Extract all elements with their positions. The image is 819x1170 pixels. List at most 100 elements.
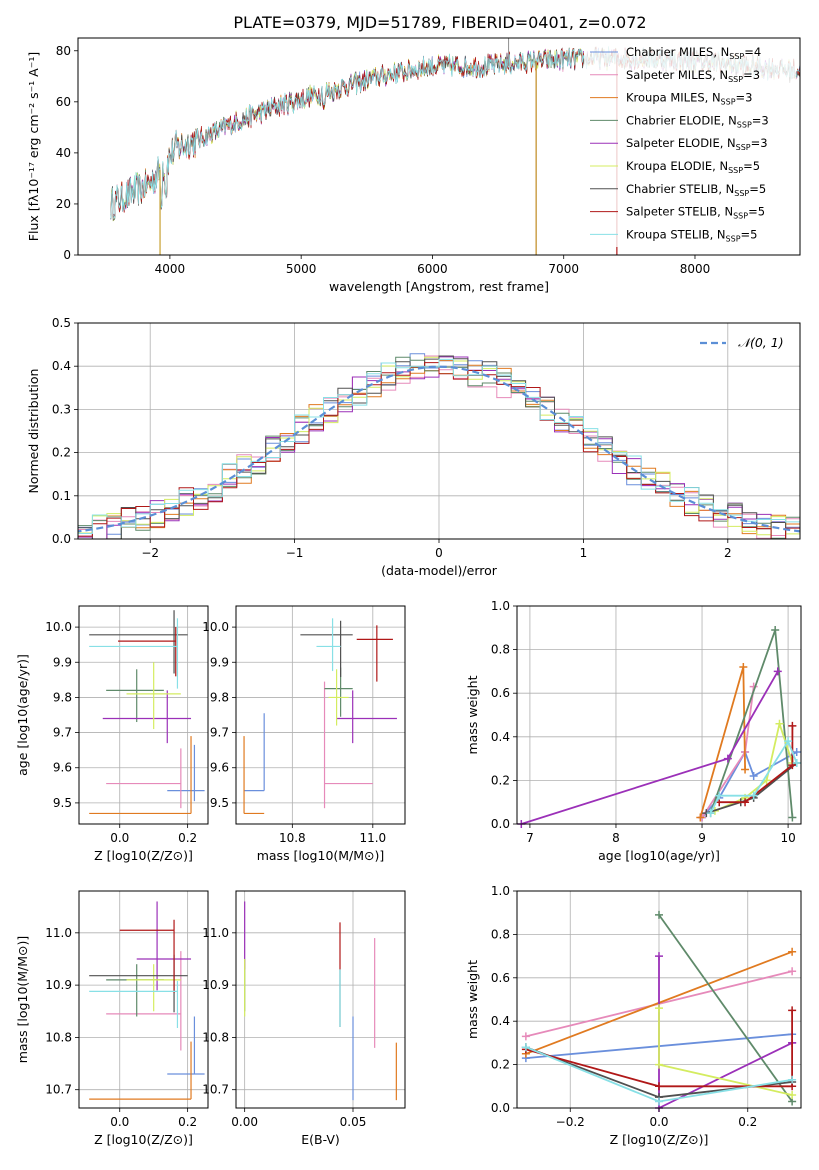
legend-subscript: SSP (734, 189, 749, 198)
y-tick-label: 9.5 (53, 796, 72, 810)
y-axis-label: mass weight (465, 675, 480, 754)
y-tick-label: 0.1 (52, 489, 71, 503)
y-tick-label: 11.0 (45, 926, 72, 940)
weight-line-salpeter-stelib (719, 725, 794, 804)
legend-subscript: SSP (728, 75, 743, 84)
plot-frame (78, 605, 209, 825)
y-tick-label: 0.6 (491, 971, 510, 985)
weight-marker (739, 663, 748, 672)
histogram-salpeter-stelib (78, 362, 800, 539)
x-tick-label: 2 (724, 546, 732, 560)
figure-title: PLATE=0379, MJD=51789, FIBERID=0401, z=0… (233, 13, 646, 32)
y-tick-label: 10.0 (45, 620, 72, 634)
weight-marker (792, 748, 801, 757)
y-tick-label: 80 (56, 44, 71, 58)
residuals-panel: −2 −1 0 1 2 0.0 0.1 0.2 0.3 0.4 0.5 (data-model)/er… (26, 316, 801, 578)
legend-subscript: SSP (733, 212, 748, 221)
y-tick-label: 0.2 (52, 446, 71, 460)
y-tick-label: 0.0 (491, 817, 510, 831)
weight-marker (749, 772, 758, 781)
weight-marker (655, 952, 663, 961)
normal-reference-curve (78, 365, 800, 533)
y-tick-label: 9.9 (53, 655, 72, 669)
massweight_vs_age-panel: 7 8 9 10 0.0 0.2 0.4 0.6 0.8 1.0 age [log10(age/yr… (465, 599, 802, 863)
histogram-kroupa-stelib (78, 358, 800, 534)
y-tick-label: 0.0 (52, 532, 71, 546)
y-tick-label: 10.7 (45, 1083, 72, 1097)
y-tick-label: 0.2 (491, 1058, 510, 1072)
x-tick-label: 7 (526, 831, 534, 845)
legend-entry: Salpeter ELODIE, NSSP=3 (626, 136, 768, 152)
plot-frame (235, 890, 406, 1109)
legend-subscript: SSP (726, 234, 741, 243)
weight-marker (749, 791, 758, 800)
weight-marker (706, 809, 715, 818)
legend-subscript: SSP (728, 166, 743, 175)
legend-count: =5 (749, 182, 766, 196)
weight-marker (741, 765, 750, 774)
legend-count: =3 (752, 113, 769, 127)
y-tick-label: 0.8 (491, 927, 510, 941)
weight-marker (521, 1043, 530, 1052)
y-tick-label: 60 (56, 95, 71, 109)
x-tick-label: 9 (698, 831, 706, 845)
weight-marker (788, 761, 797, 770)
legend-count: =3 (751, 136, 768, 150)
x-tick-label: 4000 (155, 262, 186, 276)
massweight_vs_Z-panel: −0.2 0.0 0.2 0.0 0.2 0.4 0.6 0.8 1.0 Z [log10(Z/Z… (465, 884, 802, 1147)
x-axis-label: (data-model)/error (381, 563, 498, 578)
weight-marker (788, 721, 797, 730)
y-tick-label: 0.3 (52, 402, 71, 416)
x-axis-label: Z [log10(Z/Z⊙)] (610, 1132, 709, 1147)
x-tick-label: 0 (435, 546, 443, 560)
x-tick-label: 0.0 (110, 831, 129, 845)
legend-subscript: SSP (737, 120, 752, 129)
weight-marker (792, 758, 801, 767)
y-tick-label: 0 (63, 248, 71, 262)
age_vs_Z-panel: 0.0 0.2 9.5 9.6 9.7 9.8 9.9 10.0 Z [log10(Z/Z⊙)]… (15, 605, 209, 863)
x-tick-label: 10.8 (279, 831, 306, 845)
y-tick-label: 9.6 (53, 761, 72, 775)
weight-marker (715, 791, 724, 800)
y-tick-label: 0.0 (491, 1101, 510, 1115)
x-axis-label: mass [log10(M/M⊙)] (257, 848, 385, 863)
x-tick-label: 0.0 (110, 1115, 129, 1129)
x-tick-label: 7000 (548, 262, 579, 276)
weight-marker (784, 737, 793, 746)
legend-entry: Salpeter STELIB, NSSP=5 (626, 205, 765, 221)
y-tick-label: 0.6 (491, 686, 510, 700)
x-tick-label: −0.2 (556, 1115, 585, 1129)
y-tick-label: 10.8 (45, 1030, 72, 1044)
weight-marker (788, 813, 797, 822)
x-tick-label: −1 (286, 546, 304, 560)
x-tick-label: 5000 (286, 262, 317, 276)
weight-marker (655, 1097, 663, 1106)
y-tick-label: 9.7 (53, 726, 72, 740)
weight-marker (788, 1006, 797, 1015)
x-tick-label: −2 (141, 546, 159, 560)
y-tick-label: 10.8 (202, 1030, 229, 1044)
weight-marker (788, 947, 797, 956)
y-tick-label: 1.0 (491, 884, 510, 898)
mass_vs_EBV-panel: 0.00 0.05 10.7 10.8 10.9 11.0 E(B-V) (202, 890, 406, 1147)
weight-line-salpeter-stelib (525, 1010, 793, 1088)
legend-entry: 𝒩(0, 1) (738, 335, 784, 350)
y-tick-label: 0.8 (491, 643, 510, 657)
legend-count: =3 (743, 68, 760, 82)
y-axis-label: mass [log10(M/M⊙)] (15, 936, 30, 1064)
legend-subscript: SSP (729, 52, 744, 61)
x-axis-label: Z [log10(Z/Z⊙)] (94, 1132, 193, 1147)
y-tick-label: 40 (56, 146, 71, 160)
weight-marker (655, 1004, 663, 1013)
x-axis-label: Z [log10(Z/Z⊙)] (94, 848, 193, 863)
y-tick-label: 10.7 (202, 1083, 229, 1097)
y-axis-label: age [log10(age/yr)] (15, 654, 30, 776)
x-axis-label: wavelength [Angstrom, rest frame] (329, 279, 549, 294)
weight-marker (788, 1090, 797, 1099)
y-axis-label: Normed distribution (26, 369, 41, 494)
y-tick-label: 9.6 (210, 761, 229, 775)
legend-background (584, 42, 796, 247)
weight-marker (775, 719, 784, 728)
weight-marker (521, 1032, 530, 1041)
